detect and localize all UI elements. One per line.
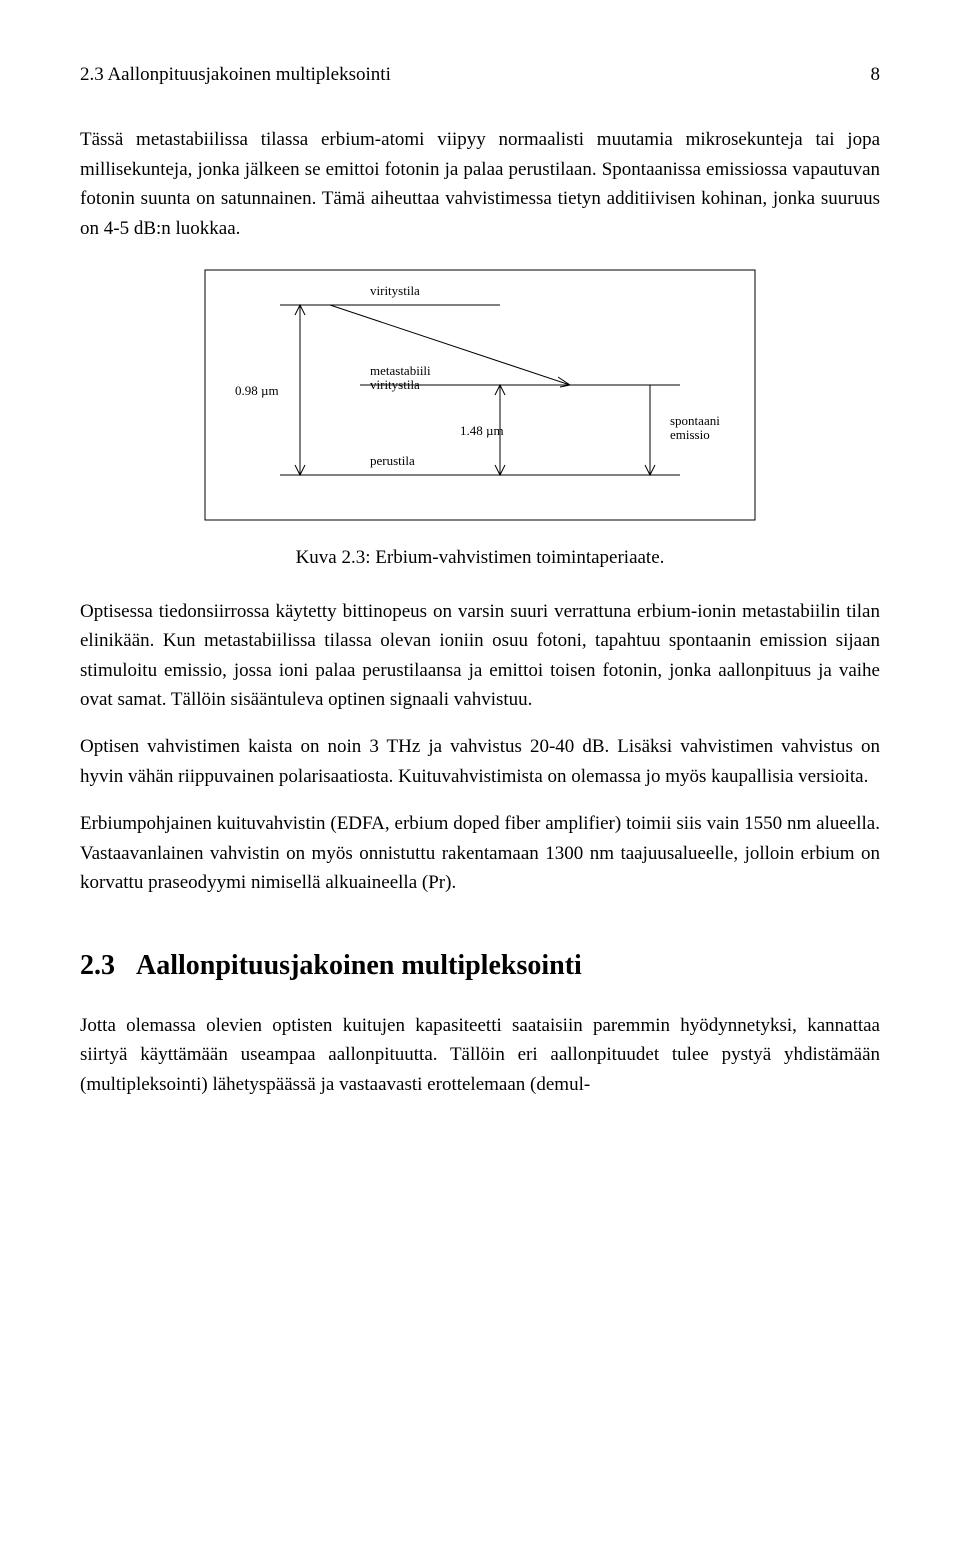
paragraph-5: Jotta olemassa olevien optisten kuitujen…: [80, 1011, 880, 1099]
label-148um: 1.48 µm: [460, 423, 504, 438]
label-098um: 0.98 µm: [235, 383, 279, 398]
label-metastabiili-2: viritystila: [370, 377, 420, 392]
figure-2-3: viritystila metastabiili viritystila per…: [200, 265, 760, 525]
page-header: 2.3 Aallonpituusjakoinen multipleksointi…: [80, 60, 880, 89]
section-number: 2.3: [80, 950, 115, 981]
label-perustila: perustila: [370, 453, 415, 468]
label-spontaani-2: emissio: [670, 427, 710, 442]
header-right: 8: [871, 60, 881, 89]
section-title: Aallonpituusjakoinen multipleksointi: [136, 950, 582, 981]
energy-level-diagram: viritystila metastabiili viritystila per…: [200, 265, 760, 525]
figure-caption: Kuva 2.3: Erbium-vahvistimen toimintaper…: [80, 543, 880, 572]
label-metastabiili-1: metastabiili: [370, 363, 431, 378]
paragraph-3: Optisen vahvistimen kaista on noin 3 THz…: [80, 732, 880, 791]
paragraph-2: Optisessa tiedonsiirrossa käytetty bitti…: [80, 597, 880, 715]
paragraph-4: Erbiumpohjainen kuituvahvistin (EDFA, er…: [80, 809, 880, 897]
label-viritystila: viritystila: [370, 283, 420, 298]
label-spontaani-1: spontaani: [670, 413, 720, 428]
header-left: 2.3 Aallonpituusjakoinen multipleksointi: [80, 60, 391, 89]
paragraph-1: Tässä metastabiilissa tilassa erbium-ato…: [80, 125, 880, 243]
section-heading: 2.3 Aallonpituusjakoinen multipleksointi: [80, 944, 880, 987]
